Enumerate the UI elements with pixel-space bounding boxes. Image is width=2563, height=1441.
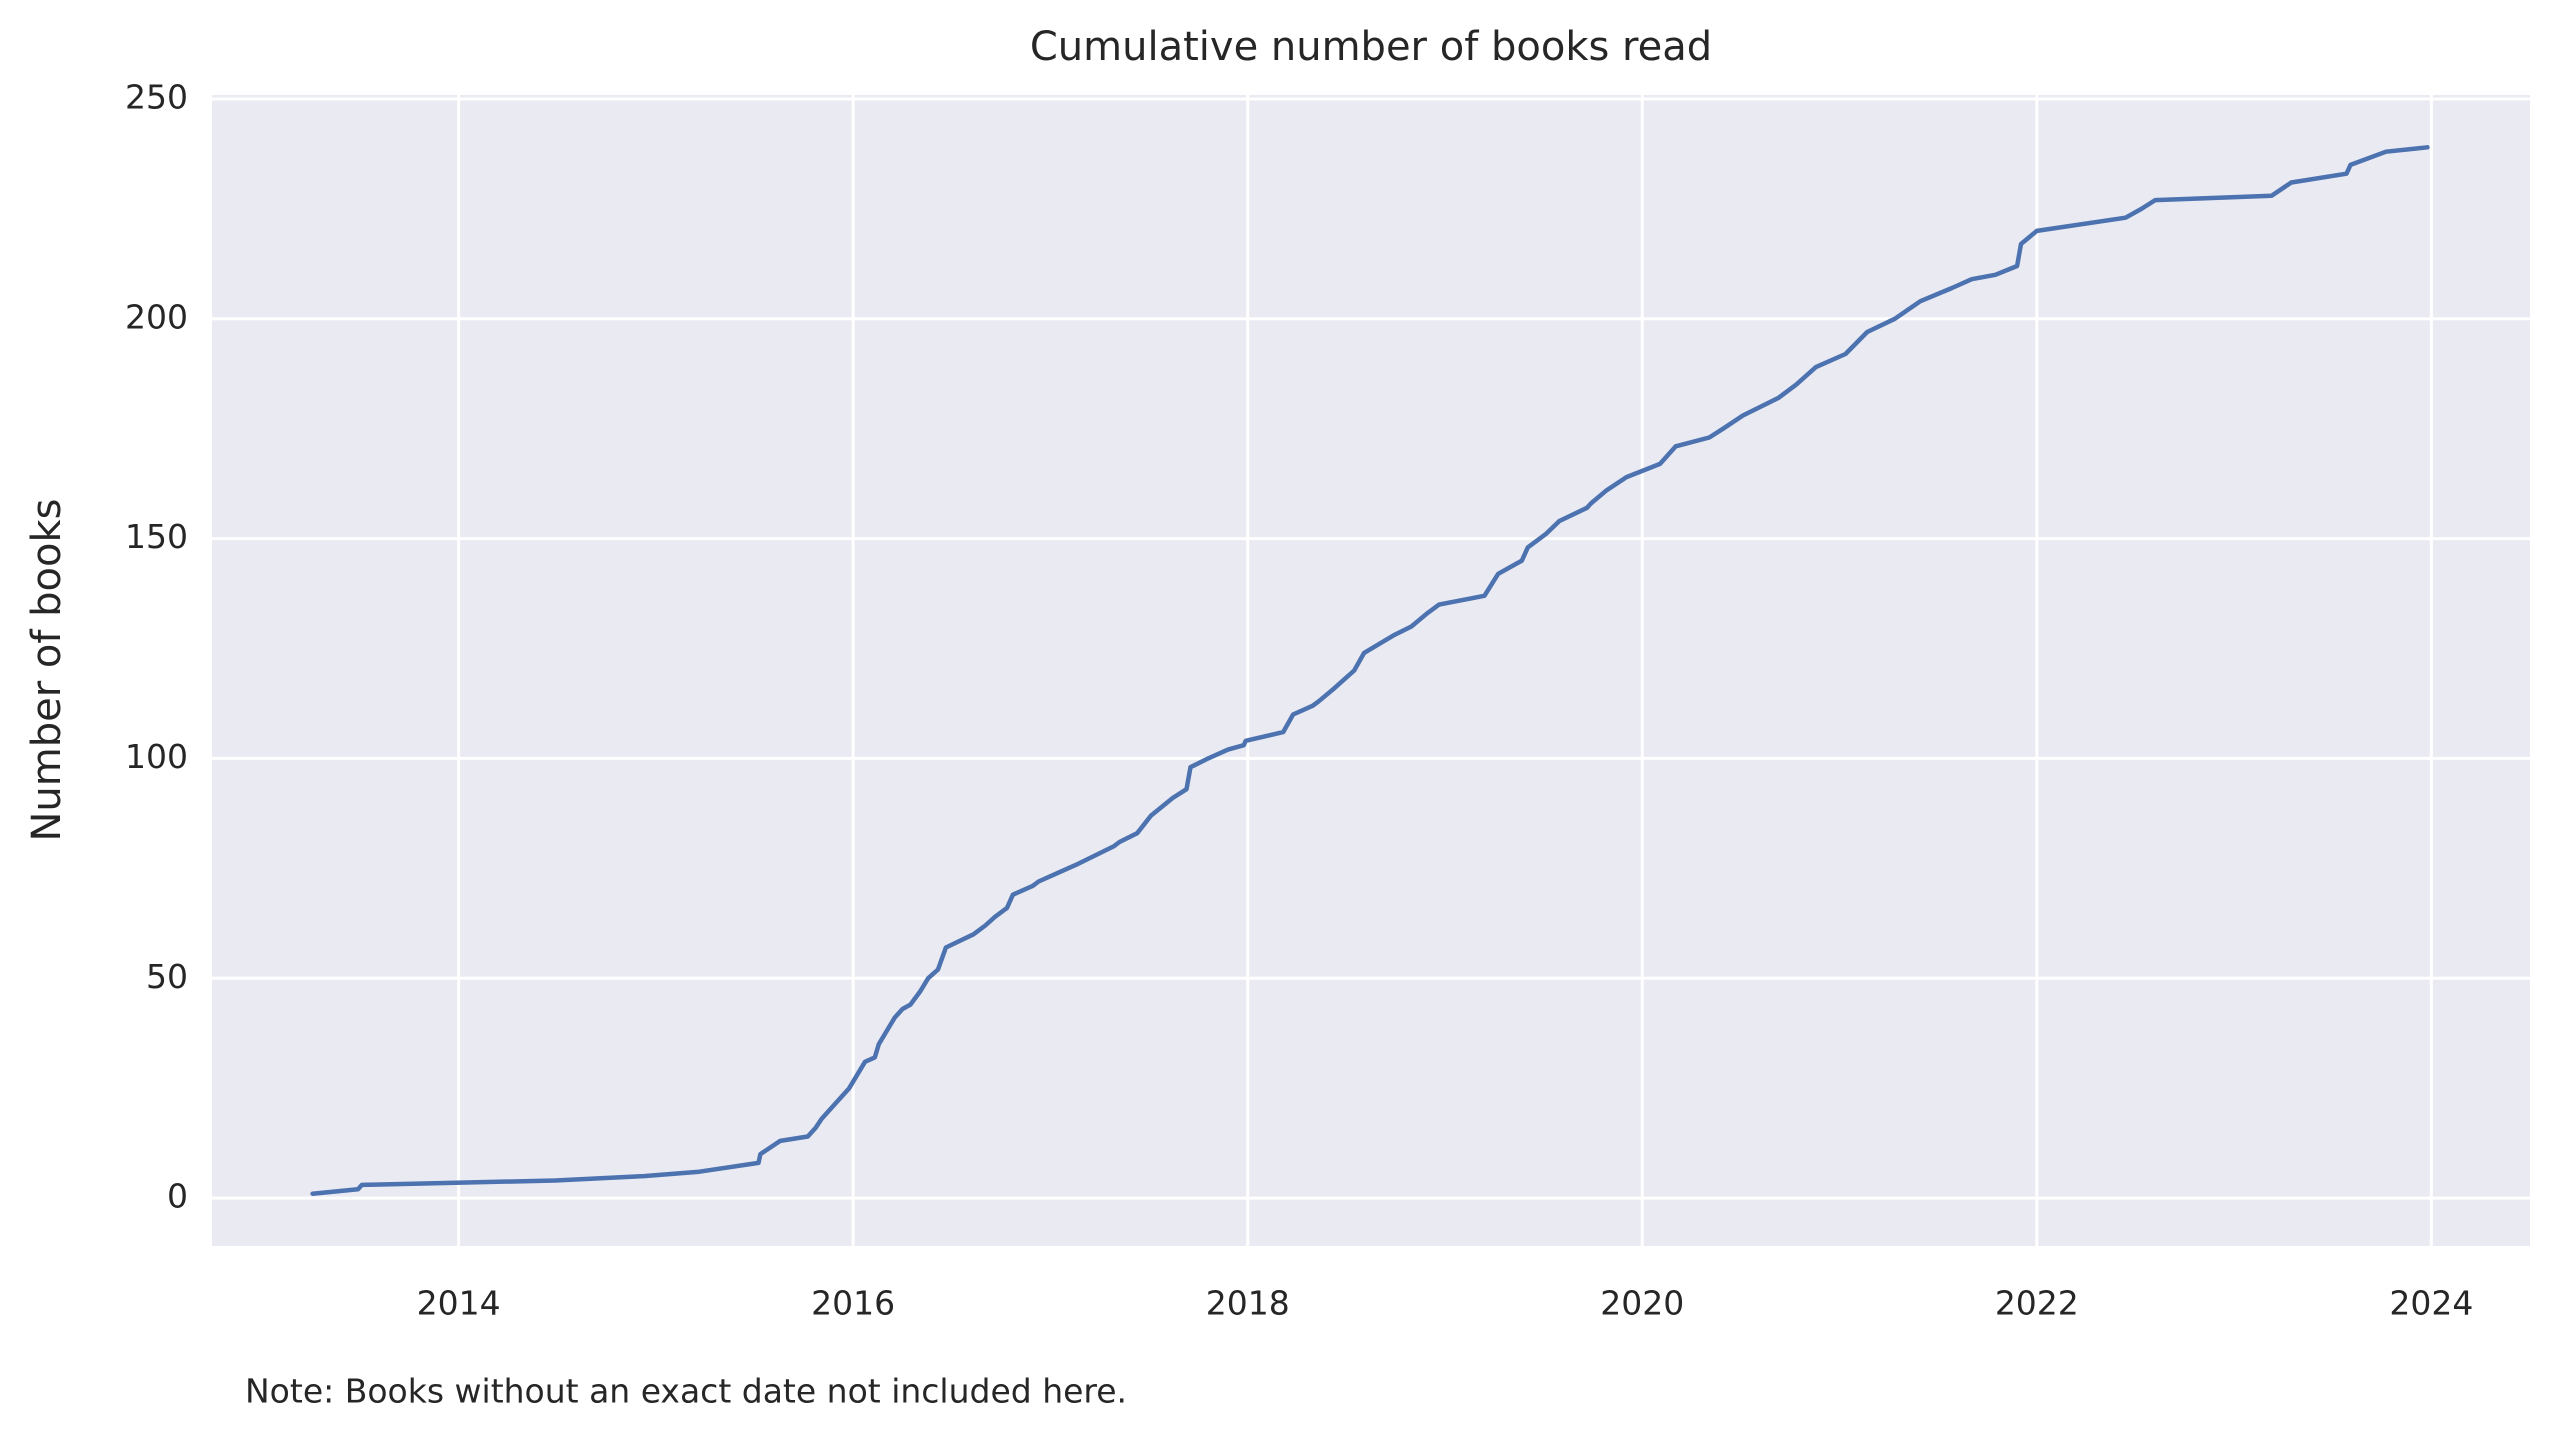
x-tick-label: 2022	[1995, 1284, 2079, 1323]
x-tick-label: 2020	[1600, 1284, 1684, 1323]
y-tick-label: 100	[125, 737, 188, 776]
y-tick-label: 150	[125, 517, 188, 556]
y-tick-label: 250	[125, 77, 188, 116]
x-tick-label: 2016	[811, 1284, 895, 1323]
plot-area	[212, 95, 2530, 1246]
y-tick-label: 50	[146, 957, 188, 996]
data-line	[310, 145, 2430, 1196]
y-tick-label: 200	[125, 297, 188, 336]
note: Note: Books without an exact date not in…	[245, 1372, 1127, 1411]
y-axis-label: Number of books	[24, 498, 70, 841]
x-tick-label: 2018	[1206, 1284, 1290, 1323]
chart-title: Cumulative number of books read	[1030, 24, 1712, 70]
x-tick-label: 2024	[2389, 1284, 2473, 1323]
x-tick-label: 2014	[417, 1284, 501, 1323]
y-tick-label: 0	[167, 1177, 188, 1216]
